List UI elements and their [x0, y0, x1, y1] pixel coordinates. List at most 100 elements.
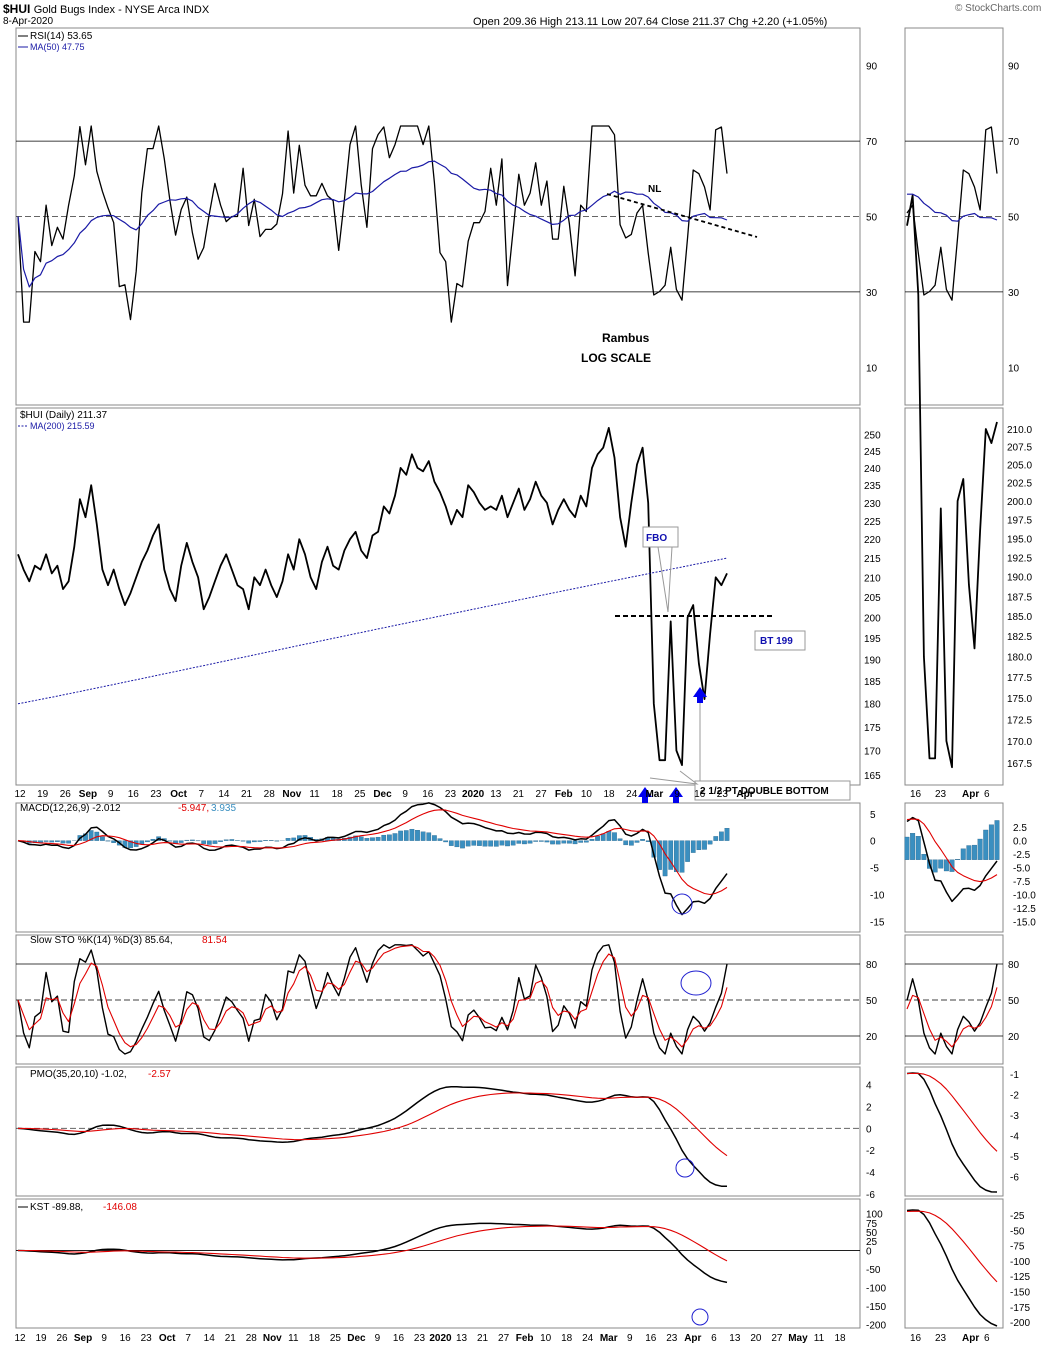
macd-hist-bar — [437, 838, 443, 841]
mini-price-x-tick: 16 — [910, 789, 922, 800]
macd-hist-bar — [679, 840, 685, 873]
double-bottom-label: 2 1/2 PT DOUBLE BOTTOM — [700, 786, 829, 797]
price-x-tick: 11 — [309, 789, 320, 800]
macd-hist-bar — [685, 840, 690, 862]
watermark: © StockCharts.com — [955, 3, 1042, 14]
kst-x-tick: 23 — [414, 1333, 426, 1344]
macd-hist-bar — [201, 840, 207, 844]
price-x-tick: 24 — [626, 789, 638, 800]
rsi-y-tick: 70 — [866, 137, 878, 148]
mini-sto-k-line — [906, 963, 998, 1055]
kst-signal-line — [18, 1225, 728, 1262]
mini-price-y-tick: 207.5 — [1007, 443, 1032, 454]
kst-x-tick: 21 — [225, 1333, 237, 1344]
kst-x-tick: 12 — [14, 1333, 26, 1344]
price-x-tick: 9 — [402, 789, 408, 800]
mini-macd-line — [906, 816, 998, 903]
rambus-label: Rambus — [602, 331, 650, 345]
kst-legend: KST -89.88, — [30, 1202, 83, 1213]
mini-pmo-y-tick: -2 — [1010, 1091, 1019, 1102]
kst-x-tick: 18 — [309, 1333, 321, 1344]
price-x-tick: 12 — [14, 789, 26, 800]
up-arrow-stem-0 — [642, 797, 648, 803]
pmo-line — [17, 1085, 728, 1188]
macd-hist-bar — [707, 840, 713, 845]
mini-macd-y-tick: -7.5 — [1013, 877, 1031, 888]
mini-macd-hist-bar — [977, 838, 983, 860]
macd-hist-bar — [251, 840, 257, 843]
price-x-tick: 16 — [422, 789, 434, 800]
price-x-tick: 19 — [37, 789, 49, 800]
macd-hist-bar — [600, 833, 606, 841]
mini-macd-hist-bar — [983, 829, 989, 860]
macd-hist-bar — [555, 840, 561, 845]
macd-hist-bar — [420, 831, 426, 841]
kst-x-tick: 13 — [729, 1333, 741, 1344]
macd-hist-bar — [482, 840, 488, 847]
mini-price-y-tick: 167.5 — [1007, 759, 1032, 770]
sto-d-line — [17, 944, 728, 1048]
macd-y-tick: -10 — [870, 890, 885, 901]
price-x-tick: 23 — [717, 789, 729, 800]
macd-hist-bar — [628, 840, 634, 846]
symbol: $HUI — [3, 2, 31, 16]
macd-hist-bar — [538, 840, 544, 842]
price-x-tick: 23 — [150, 789, 162, 800]
mini-panel-frame-3 — [904, 934, 1004, 1065]
mini-rsi-y-tick: 50 — [1008, 213, 1020, 224]
fbo-label: FBO — [646, 533, 667, 544]
kst-x-tick: Apr — [684, 1333, 701, 1344]
kst-y-tick: 50 — [866, 1228, 878, 1239]
kst-x-tick: Mar — [600, 1333, 618, 1344]
kst-y-tick: 75 — [866, 1219, 878, 1230]
price-line — [17, 426, 728, 766]
macd-hist-bar — [460, 840, 465, 849]
fbo-pointer — [657, 546, 673, 613]
nl-trendline — [606, 193, 758, 238]
price-y-tick: 180 — [864, 700, 881, 711]
mini-price-x-tick: 6 — [984, 789, 990, 800]
macd-cross-circle — [671, 893, 693, 915]
panel-frame-2 — [15, 802, 861, 933]
price-x-tick: 18 — [332, 789, 344, 800]
macd-hist-bar — [550, 840, 555, 845]
mini-macd-y-tick: -2.5 — [1013, 850, 1031, 861]
price-y-tick: 220 — [864, 535, 881, 546]
mini-rsi-y-tick: 30 — [1008, 288, 1020, 299]
macd-hist-bar — [657, 840, 662, 870]
panel-frame-5 — [15, 1198, 861, 1329]
macd-hist-bar — [572, 840, 578, 845]
macd-hist-bar — [128, 840, 133, 849]
pmo-cross-circle — [675, 1158, 695, 1178]
macd-hist-bar — [370, 837, 375, 841]
price-x-tick: 16 — [694, 789, 706, 800]
mini-pmo-signal-line — [906, 1072, 998, 1152]
macd-hist-bar — [533, 840, 539, 842]
mini-macd-hist-bar — [915, 836, 921, 860]
macd-hist-legend: 3.935 — [211, 803, 236, 814]
price-y-tick: 250 — [864, 430, 881, 441]
price-y-tick: 190 — [864, 655, 881, 666]
mini-sto-y-tick: 80 — [1008, 960, 1020, 971]
kst-x-tick: 20 — [750, 1333, 762, 1344]
double-bottom-pointer — [649, 770, 699, 785]
macd-hist-bar — [583, 840, 589, 843]
sto-y-tick: 50 — [866, 996, 878, 1007]
macd-hist-bar — [150, 838, 156, 841]
macd-hist-bar — [409, 828, 415, 841]
macd-signal-line — [17, 809, 728, 896]
kst-x-tick: 21 — [477, 1333, 489, 1344]
sto-d-legend: 81.54 — [202, 935, 227, 946]
macd-hist-bar — [291, 837, 297, 841]
price-x-tick: 13 — [490, 789, 502, 800]
macd-hist-bar — [190, 839, 195, 841]
mini-kst-x-tick: 6 — [984, 1333, 990, 1344]
macd-hist-bar — [617, 838, 623, 841]
macd-hist-bar — [88, 830, 94, 841]
sto-k-line — [17, 944, 728, 1055]
price-x-tick: 18 — [604, 789, 616, 800]
macd-hist-bar — [623, 840, 629, 846]
kst-x-tick: 10 — [540, 1333, 552, 1344]
mini-kst-y-tick: -125 — [1010, 1272, 1030, 1283]
mini-kst-x-tick: 23 — [935, 1333, 947, 1344]
